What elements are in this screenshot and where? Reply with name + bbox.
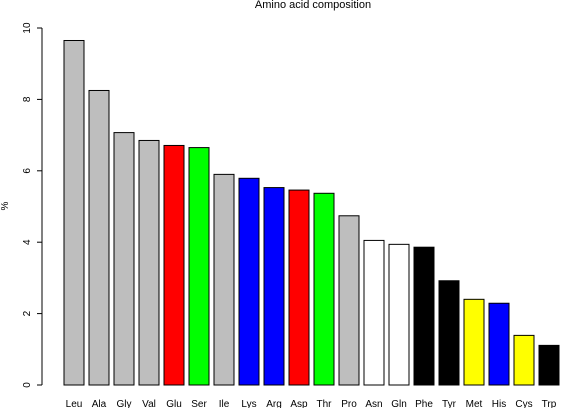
x-tick-label-val: Val <box>142 399 156 408</box>
bar-ser <box>188 147 210 386</box>
x-tick-label-lys: Lys <box>241 399 256 408</box>
y-axis-ticks: 0 2 4 6 8 10 <box>22 22 42 388</box>
bars-group <box>63 39 560 386</box>
x-tick-label-asp: Asp <box>290 399 308 408</box>
bar-asp <box>288 189 310 386</box>
chart-title: Amino acid composition <box>255 0 371 11</box>
x-tick-label-gln: Gln <box>391 399 407 408</box>
x-tick-label-his: His <box>492 399 506 408</box>
x-tick-label-arg: Arg <box>266 399 282 408</box>
x-tick-label-met: Met <box>466 399 483 408</box>
y-tick-label: 0 <box>22 382 33 388</box>
bar-gln <box>388 243 410 386</box>
x-tick-label-gly: Gly <box>117 399 132 408</box>
bar-gly <box>113 132 135 386</box>
bar-glu <box>163 144 185 386</box>
x-tick-label-trp: Trp <box>542 399 557 408</box>
bar-ile <box>213 173 235 386</box>
bar-pro <box>338 215 360 386</box>
bar-thr <box>313 192 335 386</box>
x-tick-label-ala: Ala <box>92 399 107 408</box>
y-tick-label: 4 <box>22 239 33 245</box>
bar-leu <box>63 39 85 386</box>
x-tick-label-phe: Phe <box>415 399 433 408</box>
bar-asn <box>363 239 385 386</box>
y-axis-label: % <box>0 201 11 210</box>
x-tick-label-glu: Glu <box>166 399 182 408</box>
bar-trp <box>538 344 560 386</box>
x-tick-label-ile: Ile <box>219 399 230 408</box>
bar-val <box>138 139 160 386</box>
bar-lys <box>238 177 260 386</box>
y-tick-label: 8 <box>22 96 33 102</box>
bar-arg <box>263 187 285 386</box>
x-tick-label-ser: Ser <box>191 399 207 408</box>
bar-met <box>463 298 485 386</box>
y-tick-label: 6 <box>22 168 33 174</box>
y-tick-label: 2 <box>22 310 33 316</box>
bar-phe <box>413 246 435 386</box>
x-tick-label-leu: Leu <box>66 399 83 408</box>
bar-cys <box>513 334 535 386</box>
bar-ala <box>88 89 110 386</box>
bar-his <box>488 302 510 386</box>
x-tick-label-cys: Cys <box>515 399 532 408</box>
bar-tyr <box>438 280 460 386</box>
x-tick-label-pro: Pro <box>341 399 357 408</box>
x-tick-label-asn: Asn <box>365 399 382 408</box>
x-tick-label-thr: Thr <box>317 399 333 408</box>
x-tick-label-tyr: Tyr <box>442 399 457 408</box>
x-tick-labels: Leu Ala Gly Val Glu Ser Ile Lys Arg Asp Thr Pro Asn G… <box>66 399 557 408</box>
y-tick-label: 10 <box>22 22 33 34</box>
